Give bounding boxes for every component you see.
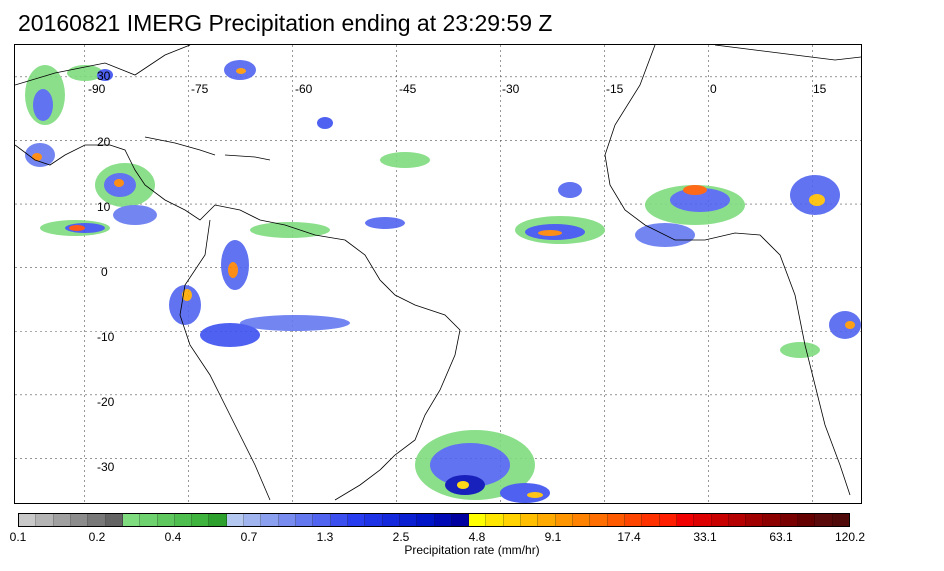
graticule	[15, 45, 861, 503]
colorbar-segment	[140, 514, 158, 526]
longitude-label: 0	[710, 82, 717, 96]
colorbar-tick-label: 2.5	[392, 530, 410, 544]
colorbar-segment	[694, 514, 712, 526]
precipitation-areas	[25, 60, 861, 503]
colorbar-segment	[244, 514, 262, 526]
colorbar-segment	[607, 514, 625, 526]
colorbar-segment	[746, 514, 764, 526]
precipitation-map: -90 -75 -60 -45 -30 -15 0 15 30 20 10 0 …	[14, 44, 862, 504]
colorbar-segment	[157, 514, 175, 526]
colorbar-segment	[624, 514, 643, 526]
latitude-label: 0	[101, 265, 108, 279]
colorbar-tick-label: 0.1	[9, 530, 27, 544]
colorbar-segment	[521, 514, 539, 526]
colorbar-segment	[573, 514, 591, 526]
map-canvas	[15, 45, 861, 503]
longitude-label: -45	[399, 82, 417, 96]
colorbar-segment	[261, 514, 279, 526]
coastlines	[15, 45, 861, 501]
latitude-label: 20	[97, 135, 111, 149]
latitude-label: -20	[97, 395, 115, 409]
latitude-label: -10	[97, 330, 115, 344]
colorbar-segment	[486, 514, 504, 526]
colorbar-segment	[174, 514, 193, 526]
colorbar-segment	[798, 514, 816, 526]
colorbar-segment	[676, 514, 695, 526]
colorbar-tick-label: 33.1	[693, 530, 717, 544]
colorbar-segment	[763, 514, 781, 526]
colorbar-segment	[347, 514, 366, 526]
colorbar-segment	[469, 514, 487, 526]
colorbar	[18, 513, 850, 527]
colorbar-segment	[365, 514, 383, 526]
colorbar-segment	[399, 514, 418, 526]
colorbar-segment	[555, 514, 573, 526]
colorbar-tick-label: 1.3	[316, 530, 334, 544]
colorbar-label: Precipitation rate (mm/hr)	[404, 543, 540, 557]
colorbar-segment	[538, 514, 556, 526]
colorbar-segment	[36, 514, 54, 526]
colorbar-segment	[642, 514, 660, 526]
colorbar-segment	[88, 514, 106, 526]
colorbar-segment	[815, 514, 833, 526]
colorbar-segment	[278, 514, 296, 526]
longitude-label: -90	[88, 82, 106, 96]
colorbar-segment	[70, 514, 89, 526]
longitude-label: 15	[813, 82, 827, 96]
colorbar-segment	[105, 514, 123, 526]
colorbar-segment	[192, 514, 210, 526]
colorbar-tick-label: 17.4	[617, 530, 641, 544]
colorbar-segment	[832, 514, 849, 526]
longitude-label: -75	[191, 82, 209, 96]
longitude-label: -15	[606, 82, 624, 96]
colorbar-tick-label: 63.1	[769, 530, 793, 544]
colorbar-tick-label: 0.4	[164, 530, 182, 544]
colorbar-segment	[417, 514, 435, 526]
map-title: 20160821 IMERG Precipitation ending at 2…	[18, 10, 553, 36]
colorbar-segment	[711, 514, 729, 526]
colorbar-segment	[122, 514, 141, 526]
latitude-label: 10	[97, 200, 111, 214]
latitude-label: 30	[97, 69, 111, 83]
colorbar-segment	[434, 514, 452, 526]
colorbar-segment	[53, 514, 71, 526]
colorbar-tick-label: 9.1	[544, 530, 562, 544]
longitude-label: -30	[502, 82, 520, 96]
colorbar-segment	[382, 514, 400, 526]
colorbar-segment	[226, 514, 245, 526]
colorbar-segment	[313, 514, 331, 526]
colorbar-segment	[503, 514, 522, 526]
colorbar-segment	[659, 514, 677, 526]
colorbar-segment	[780, 514, 799, 526]
longitude-label: -60	[295, 82, 313, 96]
colorbar-tick-label: 4.8	[468, 530, 486, 544]
colorbar-tick-label: 0.7	[240, 530, 258, 544]
colorbar-segment	[330, 514, 348, 526]
colorbar-segment	[451, 514, 470, 526]
colorbar-segment	[590, 514, 608, 526]
colorbar-segment	[296, 514, 314, 526]
colorbar-segment	[209, 514, 227, 526]
colorbar-segment	[728, 514, 747, 526]
colorbar-tick-label: 120.2	[834, 530, 866, 544]
colorbar-tick-label: 0.2	[88, 530, 106, 544]
latitude-label: -30	[97, 460, 115, 474]
colorbar-segment	[19, 514, 37, 526]
